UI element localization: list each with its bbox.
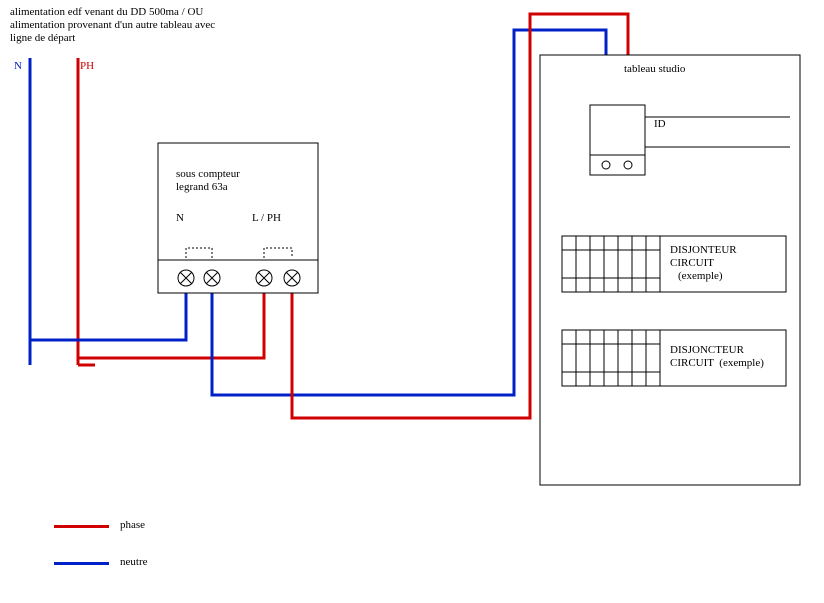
breaker1-line1: DISJONTEUR xyxy=(670,244,737,256)
meter-title-1: sous compteur xyxy=(176,168,240,180)
panel-title: tableau studio xyxy=(624,63,685,75)
meter-n-label: N xyxy=(176,212,184,224)
meter-title-2: legrand 63a xyxy=(176,181,228,193)
meter-lph-label: L / PH xyxy=(252,212,281,224)
panel-id-label: ID xyxy=(654,118,666,130)
legend-phase-line xyxy=(54,525,109,528)
breaker1-line2: CIRCUIT xyxy=(670,257,714,269)
breaker1-line3: (exemple) xyxy=(678,270,723,282)
legend-neutral-line xyxy=(54,562,109,565)
legend-phase-label: phase xyxy=(120,519,145,531)
wiring-diagram xyxy=(0,0,824,603)
legend-neutral-label: neutre xyxy=(120,556,147,568)
breaker2-line1: DISJONCTEUR xyxy=(670,344,744,356)
breaker2-line2: CIRCUIT (exemple) xyxy=(670,357,764,369)
